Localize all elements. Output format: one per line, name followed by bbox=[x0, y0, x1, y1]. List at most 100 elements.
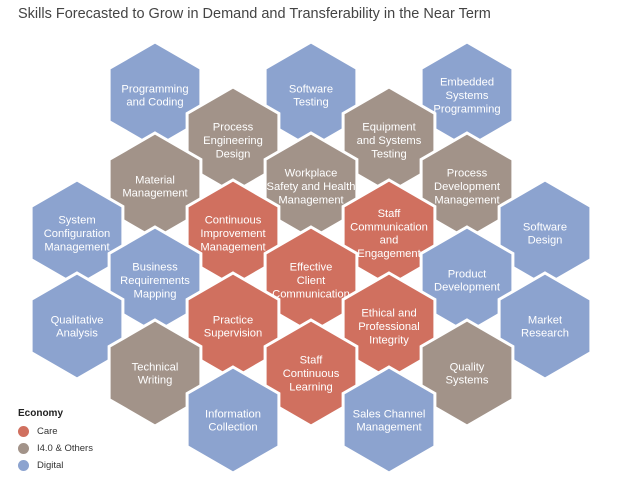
page-title: Skills Forecasted to Grow in Demand and … bbox=[18, 6, 491, 22]
legend-item-digital: Digital bbox=[18, 457, 93, 474]
skill-label-line: Improvement bbox=[200, 228, 266, 240]
skill-label-line: Systems bbox=[446, 375, 489, 387]
skill-label: Staff Communication and Engagement bbox=[350, 208, 428, 260]
skill-hex-process-engineering-design: Process Engineering Design bbox=[185, 85, 281, 195]
skill-label-line: Management bbox=[434, 194, 500, 206]
skill-label: System Configuration Management bbox=[44, 215, 111, 254]
skill-label-line: Staff bbox=[300, 355, 324, 367]
skill-hex-equipment-and-systems-testing: Equipment and Systems Testing bbox=[341, 85, 437, 195]
skill-hex-staff-continuous-learning: Staff Continuous Learning bbox=[263, 318, 359, 428]
skill-label: Workplace Safety and Health Management bbox=[267, 168, 356, 207]
skill-label-line: Management bbox=[44, 241, 110, 253]
skill-label-line: Communication bbox=[272, 288, 350, 300]
skill-label: Continuous Improvement Management bbox=[200, 215, 266, 254]
skill-label: Process Engineering Design bbox=[203, 122, 263, 161]
skill-label-line: Client bbox=[297, 275, 326, 287]
skill-label-line: Design bbox=[528, 235, 563, 247]
skill-label-line: Software bbox=[523, 221, 567, 233]
skill-hex-market-research: Market Research bbox=[497, 271, 593, 381]
skill-label: Qualitative Analysis bbox=[51, 314, 104, 339]
skill-label-line: Practice bbox=[213, 314, 253, 326]
legend-item-care: Care bbox=[18, 423, 93, 440]
skill-label-line: Business bbox=[132, 262, 178, 274]
skill-hex-shape bbox=[29, 271, 125, 381]
skill-label: Embedded Systems Programming bbox=[433, 77, 500, 116]
legend-title: Economy bbox=[18, 408, 64, 419]
skill-hex-process-development-management: Process Development Management bbox=[419, 131, 515, 241]
skill-label: Staff Continuous Learning bbox=[283, 355, 340, 394]
skill-label-line: Programming bbox=[433, 103, 500, 115]
skill-hex-qualitative-analysis: Qualitative Analysis bbox=[29, 271, 125, 381]
legend-swatch-digital bbox=[18, 460, 29, 471]
skill-label-line: Sales Channel bbox=[353, 408, 426, 420]
legend-swatch-industry bbox=[18, 443, 29, 454]
skill-label-line: Software bbox=[289, 83, 333, 95]
skill-label-line: Learning bbox=[289, 381, 333, 393]
skill-label-line: Quality bbox=[450, 361, 485, 373]
skill-hex-information-collection: Information Collection bbox=[185, 365, 281, 475]
skill-label-line: Equipment bbox=[362, 122, 416, 134]
skill-label-line: Qualitative bbox=[51, 314, 104, 326]
skill-hex-ethical-and-professional-integrity: Ethical and Professional Integrity bbox=[341, 271, 437, 381]
skill-label-line: Management bbox=[278, 194, 344, 206]
skill-label: Sales Channel Management bbox=[353, 408, 426, 433]
skill-hex-business-requirements-mapping: Business Requirements Mapping bbox=[107, 225, 203, 335]
skill-label-line: Development bbox=[434, 282, 501, 294]
skill-hex-shape bbox=[185, 365, 281, 475]
skill-label: Technical Writing bbox=[132, 361, 179, 386]
skill-label-line: Engineering bbox=[203, 135, 263, 147]
legend-swatch-care bbox=[18, 426, 29, 437]
skill-label: Product Development bbox=[434, 268, 501, 293]
skill-hex-programming-and-coding: Programming and Coding bbox=[107, 40, 203, 150]
skill-label: Business Requirements Mapping bbox=[120, 262, 190, 301]
skill-hex-software-testing: Software Testing bbox=[263, 40, 359, 150]
skill-label-line: Writing bbox=[138, 375, 173, 387]
skill-label: Effective Client Communication bbox=[272, 262, 350, 301]
skill-label-line: and Systems bbox=[357, 135, 422, 147]
skill-label-line: Programming bbox=[121, 83, 188, 95]
skill-label-line: Product bbox=[448, 268, 487, 280]
skill-hex-shape bbox=[341, 365, 437, 475]
skill-hex-shape bbox=[107, 318, 203, 428]
skill-hex-practice-supervision: Practice Supervision bbox=[185, 271, 281, 381]
skill-label-line: Testing bbox=[293, 97, 328, 109]
skill-label-line: Effective bbox=[290, 262, 333, 274]
skill-label-line: Systems bbox=[446, 90, 489, 102]
skill-hex-technical-writing: Technical Writing bbox=[107, 318, 203, 428]
skill-label-line: Ethical and bbox=[361, 308, 416, 320]
skill-label-line: Configuration bbox=[44, 228, 111, 240]
skill-label: Information Collection bbox=[205, 408, 261, 433]
legend-label-care: Care bbox=[37, 426, 58, 437]
skill-label-line: Mapping bbox=[134, 288, 177, 300]
skill-label-line: Workplace bbox=[285, 168, 338, 180]
skill-label-line: Embedded bbox=[440, 77, 494, 89]
skill-label: Ethical and Professional Integrity bbox=[358, 308, 420, 347]
skill-label-line: Safety and Health bbox=[267, 181, 356, 193]
skill-label-line: Staff bbox=[378, 208, 402, 220]
skill-label-line: Management bbox=[356, 422, 422, 434]
skill-label-line: Development bbox=[434, 181, 501, 193]
legend-label-industry: I4.0 & Others bbox=[37, 443, 93, 454]
skill-label-line: and Coding bbox=[126, 97, 183, 109]
skill-label: Equipment and Systems Testing bbox=[357, 122, 422, 161]
skill-label: Software Testing bbox=[289, 83, 333, 108]
skill-hex-shape bbox=[497, 271, 593, 381]
skill-label-line: Integrity bbox=[369, 334, 409, 346]
skill-hex-quality-systems: Quality Systems bbox=[419, 318, 515, 428]
skill-label-line: Technical bbox=[132, 361, 179, 373]
skill-label-line: Material bbox=[135, 174, 175, 186]
skill-label-line: Information bbox=[205, 408, 261, 420]
skill-label-line: Analysis bbox=[56, 328, 98, 340]
legend-label-digital: Digital bbox=[37, 460, 64, 471]
skill-label: Programming and Coding bbox=[121, 83, 188, 108]
skill-label-line: Research bbox=[521, 328, 569, 340]
skill-label: Quality Systems bbox=[446, 361, 489, 386]
skill-label-line: Supervision bbox=[204, 328, 262, 340]
skill-label-line: Continuous bbox=[205, 215, 262, 227]
skill-hex-continuous-improvement-management: Continuous Improvement Management bbox=[185, 178, 281, 288]
legend: Economy Care I4.0 & Others Digital bbox=[18, 408, 93, 474]
skill-label-line: Communication bbox=[350, 221, 428, 233]
skill-label: Process Development Management bbox=[434, 168, 501, 207]
skill-hex-shape bbox=[419, 318, 515, 428]
skill-label-line: Collection bbox=[208, 422, 257, 434]
